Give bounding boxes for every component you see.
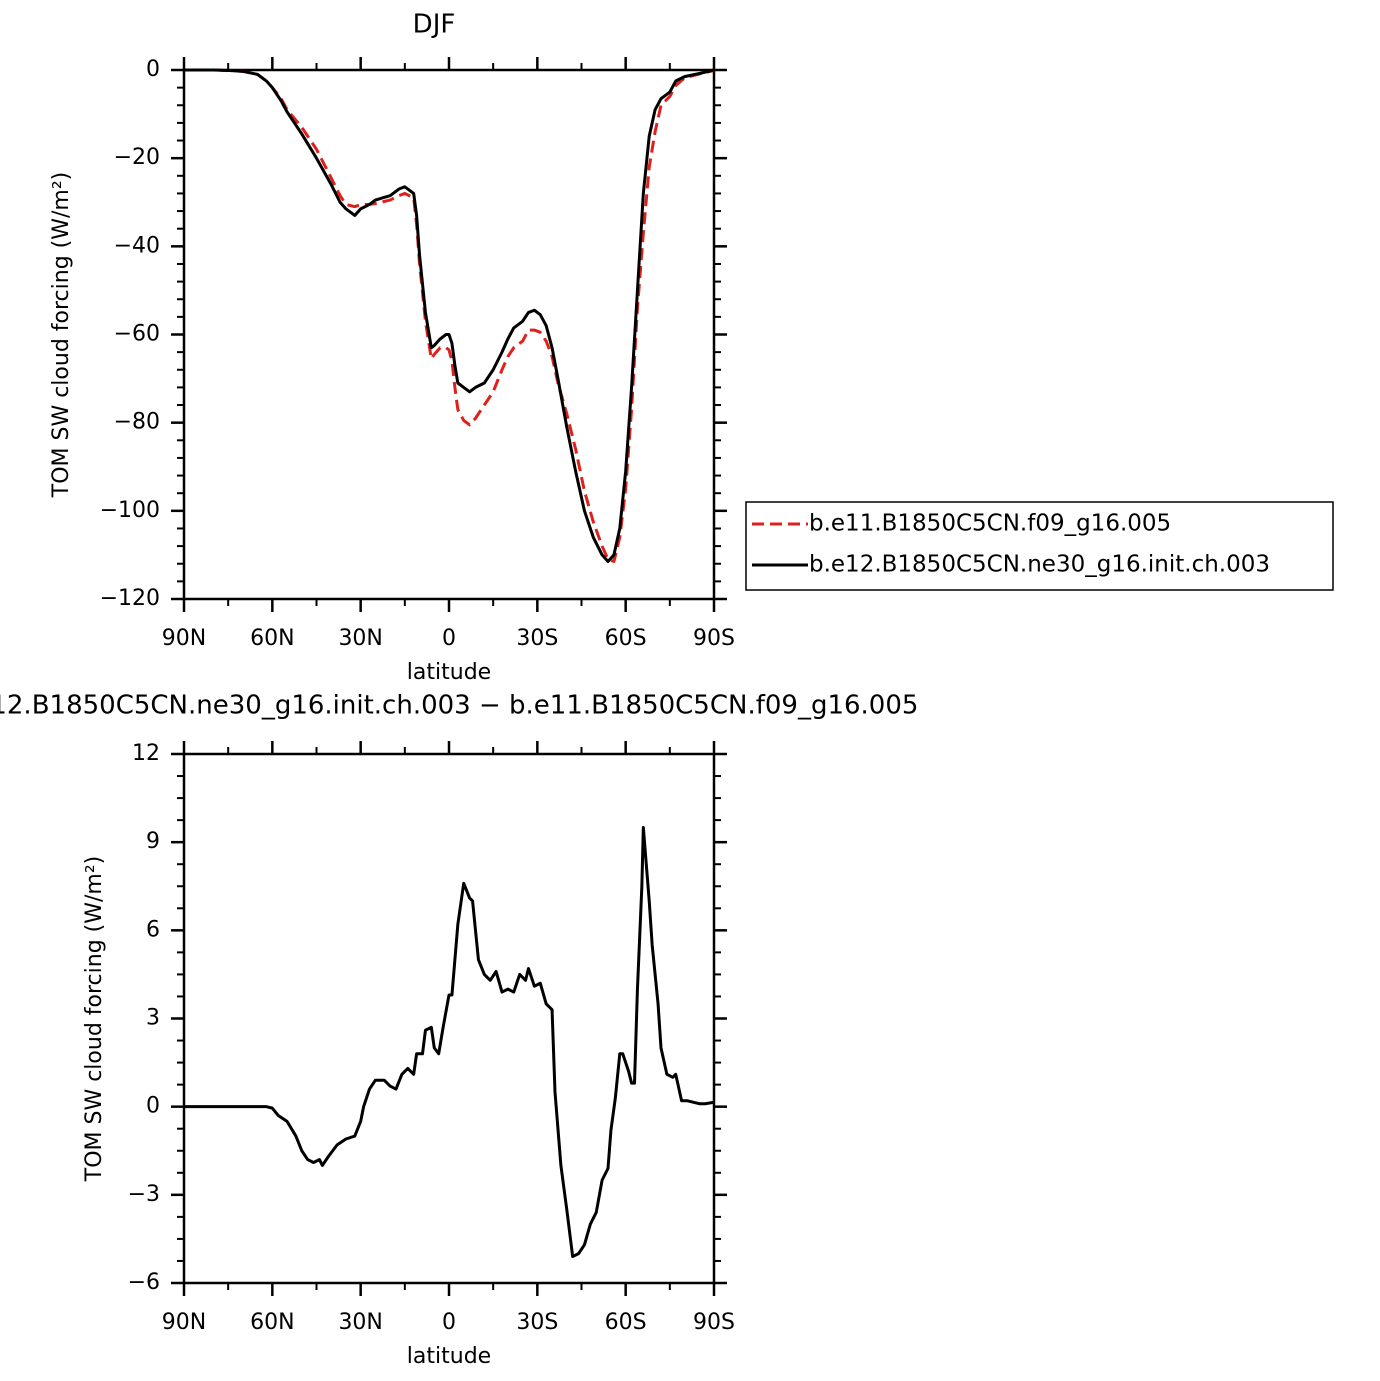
x-tick-label: 30S — [516, 626, 558, 651]
y-tick-label: −3 — [128, 1182, 160, 1207]
data-line — [184, 825, 715, 1259]
legend-label: b.e11.B1850C5CN.f09_g16.005 — [809, 511, 1171, 537]
legend-box — [745, 501, 1334, 591]
y-tick-label: −20 — [114, 145, 160, 170]
plot-frame — [182, 752, 716, 1285]
x-tick-label: 0 — [442, 626, 456, 651]
data-line — [184, 68, 715, 564]
x-tick-label: 60S — [605, 1310, 647, 1335]
y-axis-label: TOM SW cloud forcing (W/m²) — [49, 172, 74, 498]
x-tick-label: 60N — [250, 1310, 294, 1335]
y-tick-label: −100 — [100, 498, 160, 523]
x-tick-label: 90S — [693, 626, 735, 651]
y-tick-label: 0 — [146, 57, 160, 82]
x-axis-label: latitude — [407, 1344, 491, 1369]
x-tick-label: 90N — [162, 626, 206, 651]
x-tick-label: 30S — [516, 1310, 558, 1335]
y-tick-label: −40 — [114, 233, 160, 258]
y-tick-label: −80 — [114, 410, 160, 435]
chart-title: DJF — [413, 10, 456, 40]
y-tick-label: 6 — [146, 917, 160, 942]
x-tick-label: 60S — [605, 626, 647, 651]
y-tick-label: 12 — [132, 741, 160, 766]
y-tick-label: −6 — [128, 1270, 160, 1295]
x-tick-label: 90N — [162, 1310, 206, 1335]
x-tick-label: 60N — [250, 626, 294, 651]
y-axis-label: TOM SW cloud forcing (W/m²) — [82, 856, 107, 1182]
legend-label: b.e12.B1850C5CN.ne30_g16.init.ch.003 — [809, 552, 1270, 578]
chart-title: b.e12.B1850C5CN.ne30_g16.init.ch.003 − b… — [0, 691, 918, 721]
x-tick-label: 30N — [338, 626, 382, 651]
x-tick-label: 0 — [442, 1310, 456, 1335]
x-tick-label: 30N — [338, 1310, 382, 1335]
data-line — [184, 68, 715, 564]
x-axis-label: latitude — [407, 660, 491, 685]
y-tick-label: 0 — [146, 1094, 160, 1119]
x-tick-label: 90S — [693, 1310, 735, 1335]
y-tick-label: −60 — [114, 322, 160, 347]
y-tick-label: −120 — [100, 586, 160, 611]
y-tick-label: 9 — [146, 829, 160, 854]
y-tick-label: 3 — [146, 1006, 160, 1031]
